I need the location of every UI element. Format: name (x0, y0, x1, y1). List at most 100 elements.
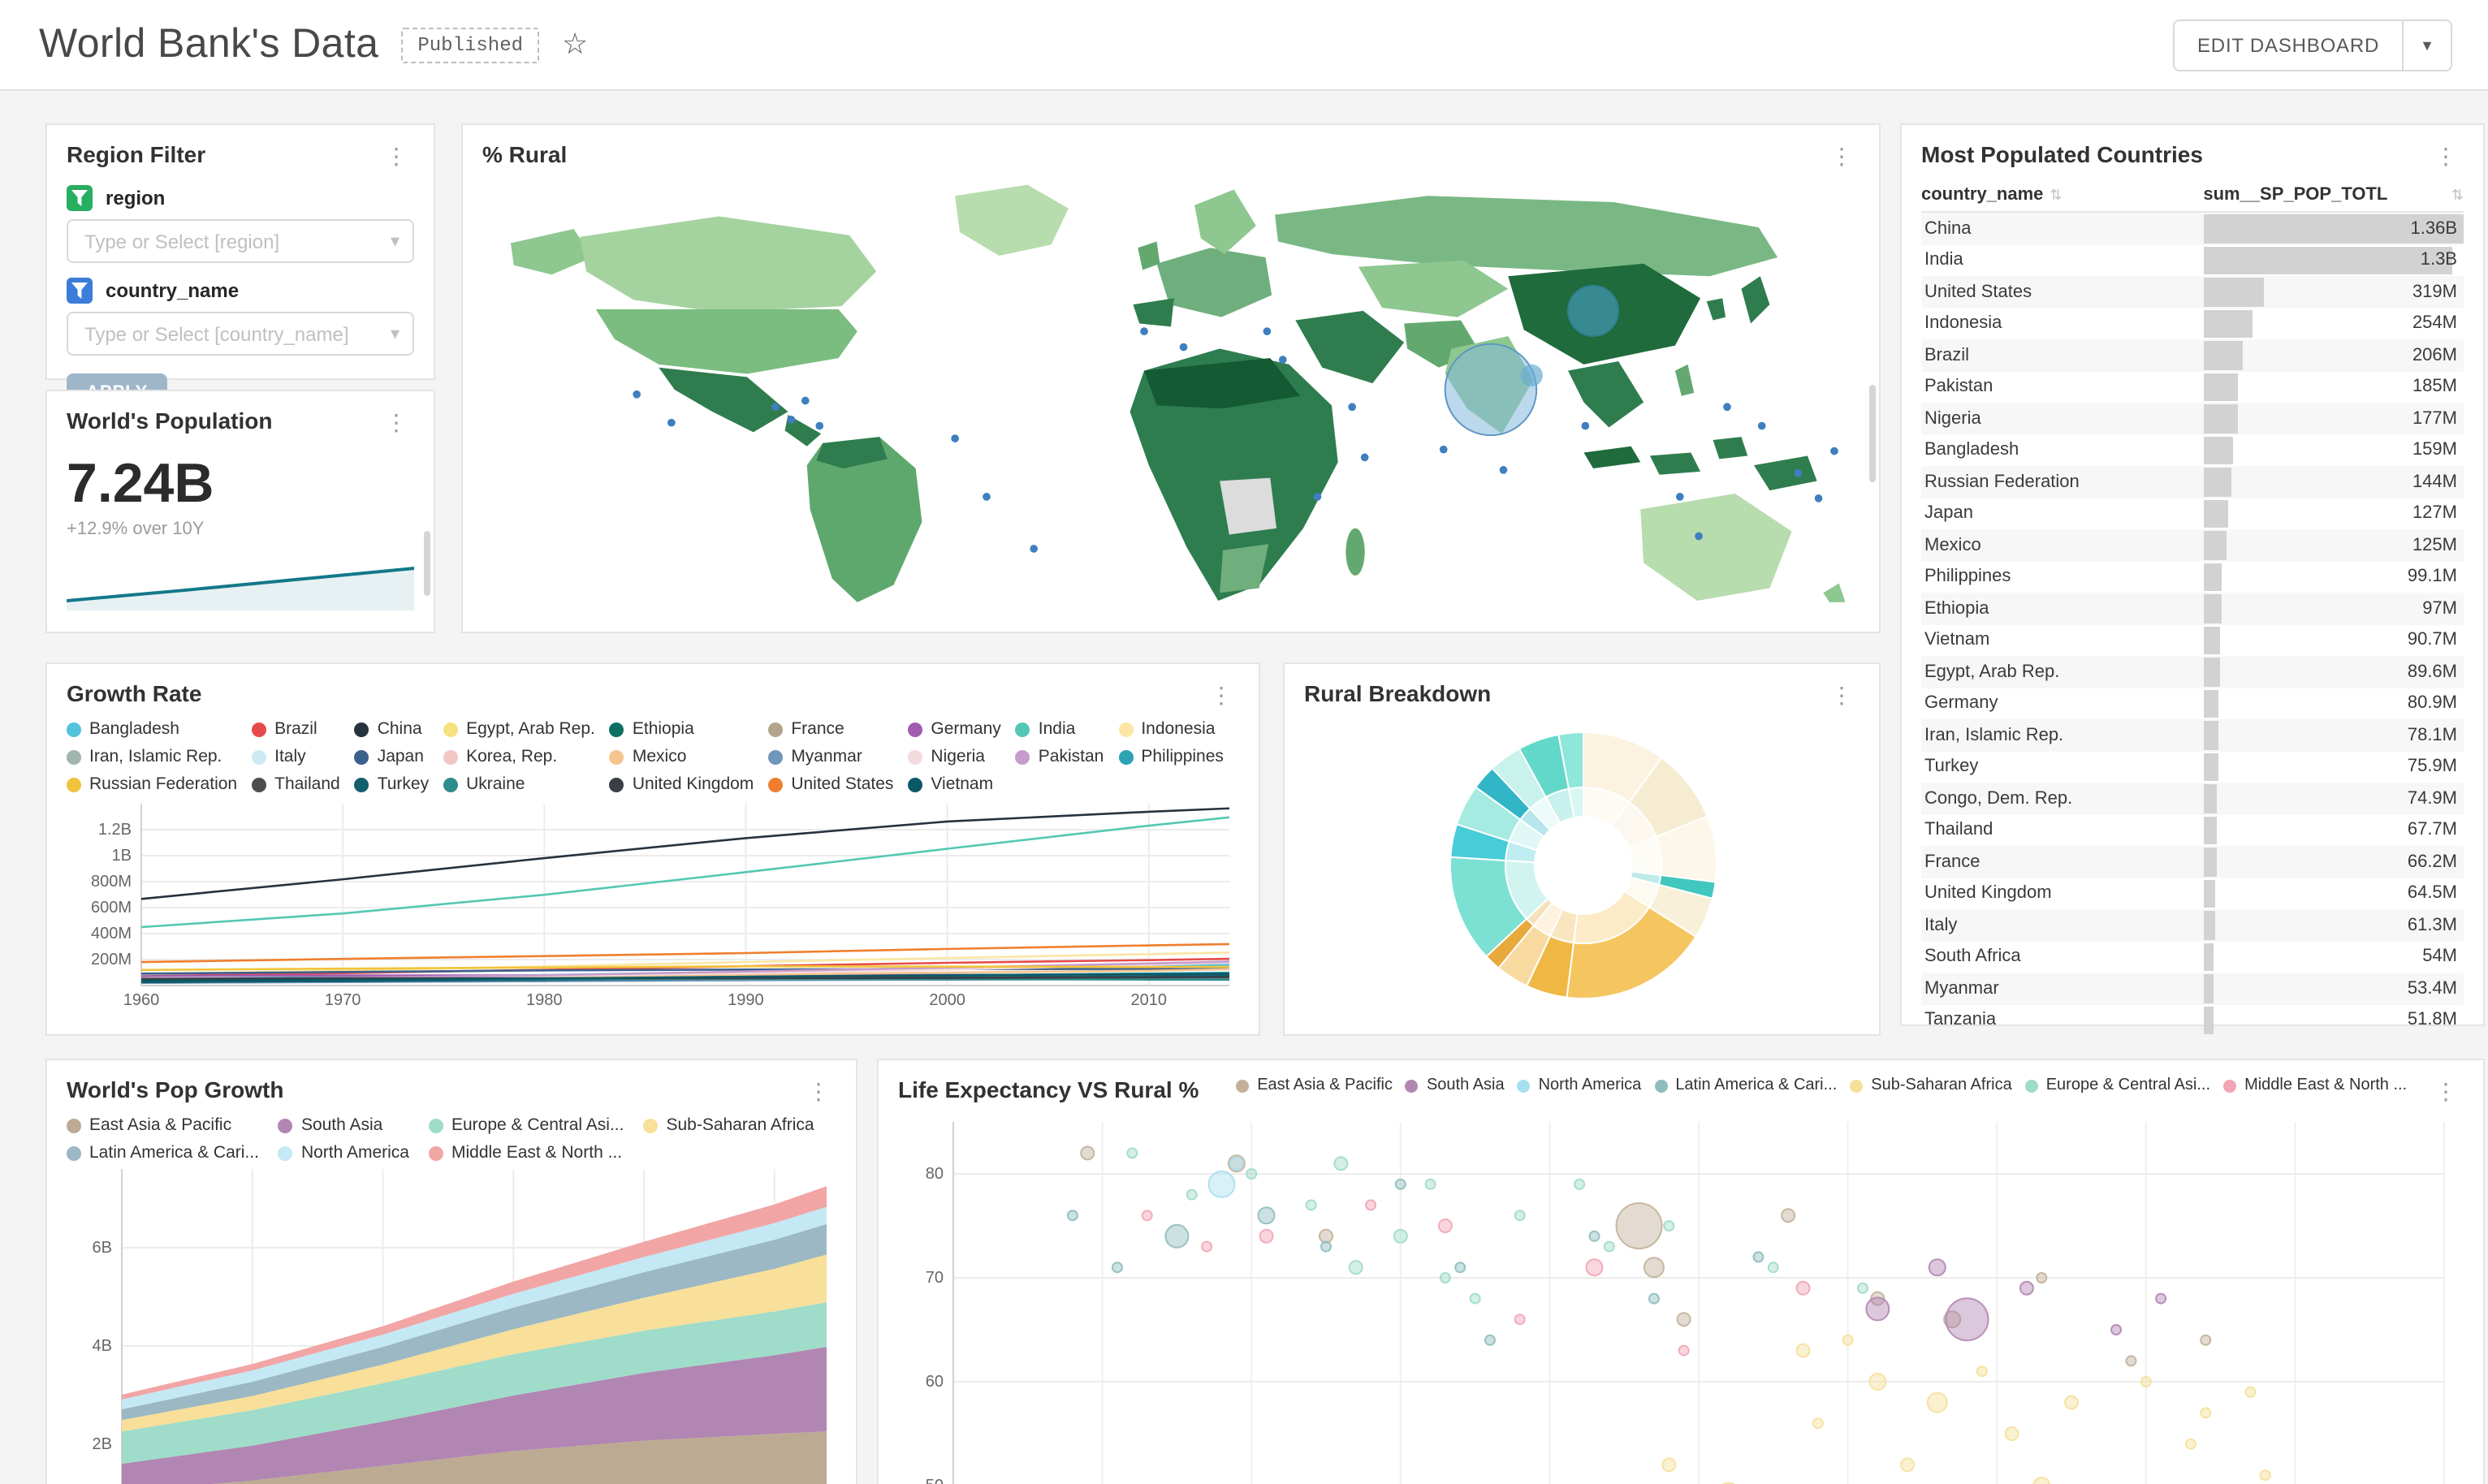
scatter-bubble[interactable] (2200, 1407, 2212, 1419)
legend-item[interactable]: Philippines (1118, 747, 1224, 766)
scatter-bubble[interactable] (1437, 1219, 1453, 1233)
scatter-bubble[interactable] (1227, 1154, 1246, 1173)
map-region[interactable] (806, 437, 922, 602)
edit-dashboard-caret[interactable]: ▼ (2404, 19, 2452, 71)
scatter-bubble[interactable] (2110, 1324, 2123, 1335)
map-region[interactable] (1753, 455, 1817, 491)
kebab-menu-icon[interactable]: ⋮ (801, 1076, 836, 1106)
map-region[interactable] (1713, 437, 1748, 459)
kebab-menu-icon[interactable]: ⋮ (378, 408, 414, 437)
area-series[interactable] (122, 1223, 827, 1421)
map-bubble[interactable] (1520, 364, 1543, 387)
scatter-bubble[interactable] (1661, 1457, 1677, 1473)
published-badge[interactable]: Published (401, 27, 539, 63)
legend-item[interactable]: Bangladesh (67, 719, 237, 739)
map-region[interactable] (1130, 348, 1338, 601)
scatter-bubble[interactable] (1333, 1156, 1349, 1171)
scatter-bubble[interactable] (2244, 1386, 2257, 1398)
line-series[interactable] (140, 943, 1230, 964)
scatter-bubble[interactable] (1926, 1391, 1948, 1413)
map-region[interactable] (1706, 298, 1726, 321)
scatter-bubble[interactable] (1870, 1291, 1885, 1306)
table-row[interactable]: Russian Federation 144M (1921, 466, 2464, 498)
scatter-bubble[interactable] (1648, 1292, 1660, 1305)
kebab-menu-icon[interactable]: ⋮ (1824, 680, 1860, 710)
table-row[interactable]: Congo, Dem. Rep. 74.9M (1921, 783, 2464, 814)
scatter-bubble[interactable] (1767, 1262, 1779, 1274)
favorite-star-icon[interactable]: ☆ (562, 28, 589, 60)
legend-item[interactable]: Brazil (252, 719, 340, 739)
legend-item[interactable]: Latin America & Cari... (67, 1143, 259, 1163)
table-row[interactable]: Vietnam 90.7M (1921, 624, 2464, 656)
scatter-bubble[interactable] (1795, 1343, 1811, 1358)
legend-item[interactable]: Europe & Central Asi... (2024, 1076, 2210, 1094)
scatter-bubble[interactable] (1585, 1258, 1604, 1277)
table-row[interactable]: France 66.2M (1921, 846, 2464, 878)
scatter-bubble[interactable] (1663, 1220, 1675, 1232)
table-row[interactable]: Japan 127M (1921, 498, 2464, 529)
scatter-bubble[interactable] (1246, 1168, 1258, 1180)
legend-item[interactable]: Germany (908, 719, 1001, 739)
scatter-bubble[interactable] (2019, 1280, 2034, 1296)
map-region[interactable] (580, 216, 877, 313)
scatter-bubble[interactable] (1676, 1312, 1691, 1327)
table-row[interactable]: United States 319M (1921, 276, 2464, 308)
map-region[interactable] (1138, 241, 1160, 270)
scatter-bubble[interactable] (1439, 1272, 1451, 1283)
legend-item[interactable]: Korea, Rep. (443, 747, 595, 766)
kebab-menu-icon[interactable]: ⋮ (2428, 141, 2464, 170)
table-row[interactable]: Philippines 99.1M (1921, 561, 2464, 593)
line-series[interactable] (140, 816, 1230, 929)
scatter-bubble[interactable] (1795, 1280, 1811, 1296)
map-region[interactable] (1144, 358, 1301, 409)
scatter-bubble[interactable] (2259, 1469, 2271, 1482)
legend-item[interactable]: Mexico (609, 747, 754, 766)
map-region[interactable] (1674, 364, 1695, 396)
scatter-bubble[interactable] (1080, 1145, 1095, 1161)
scatter-bubble[interactable] (1365, 1199, 1377, 1211)
scatter-bubble[interactable] (1678, 1344, 1690, 1357)
legend-item[interactable]: Ethiopia (609, 719, 754, 739)
table-row[interactable]: United Kingdom 64.5M (1921, 878, 2464, 909)
scatter-bubble[interactable] (1928, 1258, 1946, 1277)
table-row[interactable]: Tanzania 51.8M (1921, 1004, 2464, 1036)
legend-item[interactable]: East Asia & Pacific (67, 1115, 259, 1135)
scatter-bubble[interactable] (1868, 1373, 1887, 1391)
legend-item[interactable]: Ukraine (443, 774, 595, 794)
line-series[interactable] (140, 976, 1230, 980)
map-region[interactable] (1568, 361, 1644, 428)
scatter-bubble[interactable] (2064, 1395, 2079, 1410)
legend-item[interactable]: Nigeria (908, 747, 1000, 766)
scatter-bubble[interactable] (1615, 1202, 1663, 1249)
legend-item[interactable]: India (1015, 719, 1104, 739)
scatter-bubble[interactable] (1484, 1334, 1496, 1346)
scatter-bubble[interactable] (1257, 1206, 1276, 1225)
kebab-menu-icon[interactable]: ⋮ (1824, 141, 1860, 170)
table-row[interactable]: Myanmar 53.4M (1921, 973, 2464, 1004)
scatter-bubble[interactable] (1348, 1260, 1363, 1275)
scatter-bubble[interactable] (1229, 1156, 1244, 1171)
map-region[interactable] (595, 308, 857, 374)
scatter-bubble[interactable] (2036, 1272, 2048, 1283)
region-input[interactable] (67, 219, 414, 263)
legend-item[interactable]: South Asia (1405, 1076, 1505, 1094)
column-header-country[interactable]: country_name ⇅ (1921, 185, 2203, 205)
scatter-bubble[interactable] (1812, 1417, 1824, 1430)
table-row[interactable]: Pakistan 185M (1921, 371, 2464, 403)
donut-inner-slice[interactable] (1567, 786, 1584, 819)
area-series[interactable] (122, 1206, 827, 1409)
scatter-bubble[interactable] (1111, 1262, 1123, 1274)
map-region-no-data[interactable] (1220, 477, 1277, 535)
map-region[interactable] (784, 414, 822, 446)
scatter-bubble[interactable] (1945, 1297, 1989, 1342)
table-row[interactable]: India 1.3B (1921, 244, 2464, 276)
table-row[interactable]: Nigeria 177M (1921, 403, 2464, 434)
scatter-bubble[interactable] (1865, 1296, 1890, 1322)
scatter-bubble[interactable] (1393, 1228, 1408, 1244)
legend-item[interactable]: Vietnam (908, 774, 1000, 794)
scatter-bubble[interactable] (1259, 1228, 1274, 1244)
scatter-bubble[interactable] (1842, 1334, 1854, 1346)
legend-item[interactable]: North America (278, 1143, 409, 1163)
line-series[interactable] (140, 968, 1230, 975)
scatter-bubble[interactable] (1201, 1240, 1213, 1253)
